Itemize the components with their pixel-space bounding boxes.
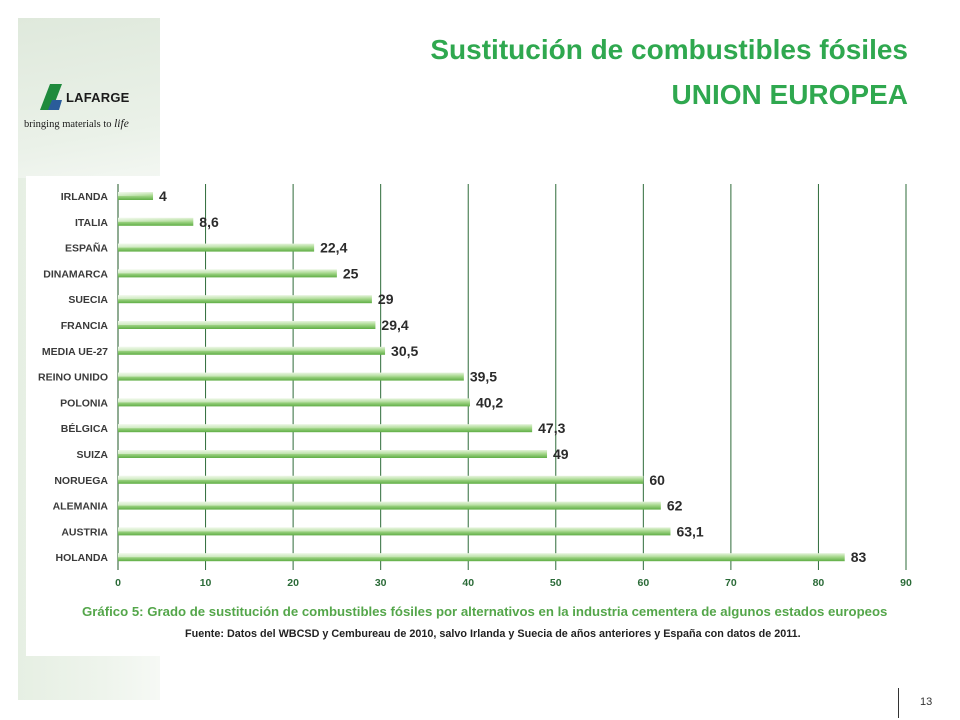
bar-highlight (118, 217, 194, 222)
value-label: 29,4 (381, 317, 408, 333)
bar-suecia (118, 295, 372, 304)
bar-highlight (118, 527, 671, 532)
x-tick-label: 0 (115, 577, 121, 589)
value-label: 30,5 (391, 343, 418, 359)
page-number: 13 (920, 696, 933, 708)
bar-highlight (118, 192, 154, 196)
x-axis-ticks: 0 10 20 30 40 50 60 70 80 90 (115, 577, 912, 589)
x-tick-label: 70 (725, 577, 737, 589)
chart-area: IRLANDA 4 ITALIA 8,6 ESPAÑA 22,4 DINAMARCA 25 SU… (26, 176, 926, 656)
x-tick-label: 50 (550, 577, 562, 589)
x-tick-label: 40 (462, 577, 474, 589)
value-label: 63,1 (676, 523, 703, 539)
category-label: NORUEGA (54, 475, 108, 487)
label-layer: IRLANDA 4 ITALIA 8,6 ESPAÑA 22,4 DINAMARCA 25 SU… (38, 188, 867, 565)
lafarge-logo-mark-icon (40, 84, 62, 110)
x-tick-label: 60 (637, 577, 649, 589)
bar-highlight (118, 398, 470, 403)
category-label: POLONIA (60, 397, 108, 409)
value-label: 60 (649, 472, 665, 488)
logo-tagline: bringing materials to life (24, 118, 129, 130)
category-label: HOLANDA (56, 552, 109, 564)
bar-bélgica (118, 424, 533, 433)
bar-highlight (118, 424, 533, 429)
x-tick-label: 20 (287, 577, 299, 589)
category-label: SUIZA (77, 449, 109, 461)
value-label: 29 (378, 291, 394, 307)
logo-tagline-word: life (114, 118, 129, 130)
bar-highlight (118, 321, 376, 325)
category-label: SUECIA (68, 294, 108, 306)
value-label: 8,6 (199, 214, 219, 230)
value-label: 40,2 (476, 394, 503, 410)
bar-españa (118, 243, 315, 252)
slide-subtitle: UNION EUROPEA (671, 79, 908, 110)
value-label: 49 (553, 446, 569, 462)
bar-austria (118, 527, 671, 536)
category-label: FRANCIA (61, 320, 109, 332)
category-label: AUSTRIA (61, 526, 108, 538)
bar-highlight (118, 243, 315, 248)
chart-source: Fuente: Datos del WBCSD y Cembureau de 2… (185, 628, 801, 640)
bar-highlight (118, 372, 464, 377)
bar-chart: IRLANDA 4 ITALIA 8,6 ESPAÑA 22,4 DINAMARCA 25 SU… (38, 184, 912, 589)
value-label: 39,5 (470, 369, 497, 385)
bar-highlight (118, 269, 337, 274)
category-label: IRLANDA (61, 191, 109, 203)
slide-title: Sustitución de combustibles fósiles (430, 34, 908, 65)
category-label: ITALIA (75, 217, 108, 229)
category-label: REINO UNIDO (38, 372, 108, 384)
footer-divider (898, 688, 899, 718)
bar-layer (118, 192, 845, 562)
logo-tagline-prefix: bringing materials to (24, 119, 112, 130)
value-label: 22,4 (320, 240, 347, 256)
value-label: 83 (851, 549, 867, 565)
value-label: 47,3 (538, 420, 565, 436)
category-label: ALEMANIA (53, 501, 109, 513)
category-label: MEDIA UE-27 (42, 346, 108, 358)
category-label: DINAMARCA (43, 268, 108, 280)
value-label: 25 (343, 265, 359, 281)
bar-italia (118, 217, 194, 226)
bar-highlight (118, 450, 548, 454)
x-tick-label: 30 (375, 577, 387, 589)
value-label: 4 (159, 188, 167, 204)
bar-highlight (118, 553, 845, 558)
lafarge-logo: LAFARGE bringing materials to life (22, 80, 156, 142)
bar-highlight (118, 475, 644, 480)
bar-highlight (118, 501, 661, 506)
category-label: BÉLGICA (61, 422, 109, 435)
x-tick-label: 80 (813, 577, 825, 589)
bar-highlight (118, 295, 372, 300)
bar-highlight (118, 346, 386, 351)
x-tick-label: 90 (900, 577, 912, 589)
x-tick-label: 10 (200, 577, 212, 589)
chart-caption: Gráfico 5: Grado de sustitución de combu… (82, 604, 888, 619)
side-decor-wedge (18, 18, 160, 178)
value-label: 62 (667, 498, 683, 514)
logo-wordmark: LAFARGE (66, 90, 130, 105)
category-label: ESPAÑA (65, 242, 108, 255)
